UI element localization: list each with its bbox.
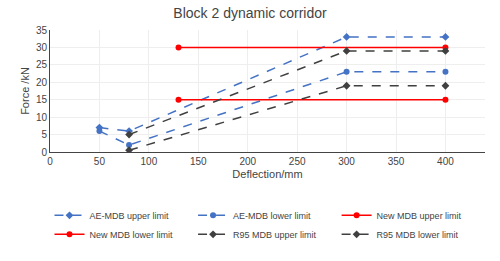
svg-text:Block 2 dynamic corridor: Block 2 dynamic corridor	[173, 5, 327, 21]
svg-text:5: 5	[41, 129, 47, 140]
svg-text:100: 100	[141, 156, 158, 167]
svg-text:200: 200	[239, 156, 256, 167]
svg-text:0: 0	[47, 156, 53, 167]
svg-text:New MDB upper limit: New MDB upper limit	[377, 211, 462, 221]
svg-text:R95 MDB upper limit: R95 MDB upper limit	[233, 230, 317, 240]
svg-text:50: 50	[94, 156, 106, 167]
svg-text:300: 300	[338, 156, 355, 167]
svg-text:0: 0	[41, 147, 47, 158]
svg-text:15: 15	[36, 94, 48, 105]
svg-text:R95 MDB lower limit: R95 MDB lower limit	[377, 230, 459, 240]
svg-text:350: 350	[388, 156, 405, 167]
svg-text:20: 20	[36, 77, 48, 88]
svg-text:AE-MDB lower limit: AE-MDB lower limit	[233, 211, 311, 221]
svg-text:30: 30	[36, 42, 48, 53]
svg-text:400: 400	[437, 156, 454, 167]
svg-text:AE-MDB upper limit: AE-MDB upper limit	[90, 211, 170, 221]
svg-text:10: 10	[36, 112, 48, 123]
svg-text:Deflection/mm: Deflection/mm	[232, 168, 302, 180]
svg-text:Force /kN: Force /kN	[19, 67, 31, 115]
svg-text:25: 25	[36, 59, 48, 70]
svg-text:150: 150	[190, 156, 207, 167]
svg-text:New MDB lower limit: New MDB lower limit	[90, 230, 174, 240]
svg-text:250: 250	[289, 156, 306, 167]
svg-text:35: 35	[36, 25, 48, 36]
